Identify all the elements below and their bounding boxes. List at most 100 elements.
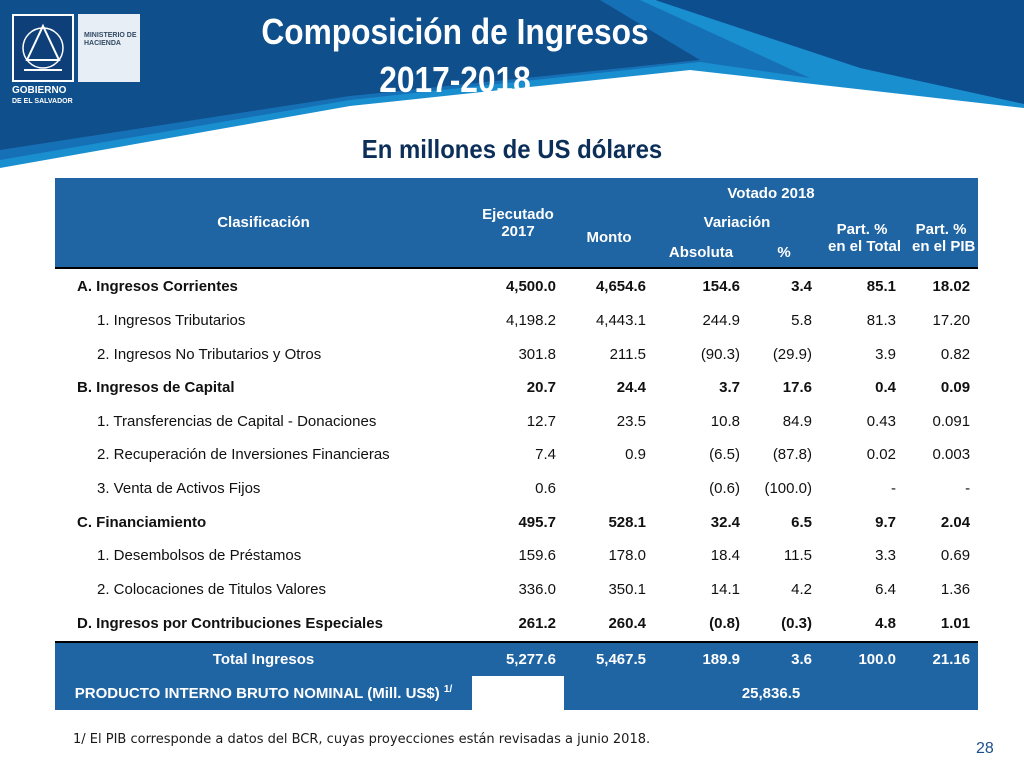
pib-row: PRODUCTO INTERNO BRUTO NOMINAL (Mill. US… (55, 676, 979, 710)
row-label: 3. Venta de Activos Fijos (97, 480, 261, 498)
total-pct: 3.6 (748, 642, 820, 676)
cell-monto: 528.1 (608, 513, 646, 531)
cell-absoluta: 32.4 (710, 513, 740, 531)
gobierno-label: GOBIERNO (12, 85, 67, 96)
cell-absoluta: (0.8) (654, 606, 748, 643)
row-label: 1. Desembolsos de Préstamos (97, 547, 302, 565)
total-ejecutado: 5,277.6 (472, 642, 564, 676)
cell-part-total: 0.43 (866, 412, 896, 430)
table-row: 2. Ingresos No Tributarios y Otros 301.8… (55, 337, 978, 371)
cell-monto: 350.1 (608, 580, 646, 598)
cell-ejecutado: 495.7 (518, 513, 556, 531)
header-ejecutado-year: 2017 (501, 222, 535, 240)
government-logo: MINISTERIO DE HACIENDA GOBIERNO DE EL SA… (12, 14, 142, 109)
el-salvador-label: DE EL SALVADOR (12, 98, 73, 105)
cell-ejecutado: 12.7 (526, 412, 556, 430)
header-pct: % (748, 237, 820, 268)
cell-monto: 260.4 (564, 606, 654, 643)
header-variacion: Variación (654, 208, 820, 237)
footnote: 1/ El PIB corresponde a datos del BCR, c… (73, 732, 651, 747)
cell-monto (564, 472, 654, 506)
header-part-total-line2: en el Total (828, 237, 902, 255)
header-votado: Votado 2018 (564, 178, 979, 208)
cell-pct: 84.9 (782, 412, 812, 430)
table-row: A. Ingresos Corrientes 4,500.0 4,654.6 1… (55, 267, 979, 304)
cell-part-total: 4.8 (820, 606, 904, 643)
cell-part-total: 81.3 (866, 311, 896, 329)
income-table: Clasificación Ejecutado 2017 Votado 2018… (55, 178, 979, 710)
row-label: 1. Transferencias de Capital - Donacione… (97, 412, 377, 430)
cell-monto: 178.0 (608, 547, 646, 565)
cell-pct: (29.9) (772, 345, 812, 363)
total-monto: 5,467.5 (564, 642, 654, 676)
cell-ejecutado: 7.4 (535, 446, 556, 464)
cell-absoluta: 244.9 (702, 311, 740, 329)
header-ejecutado-label: Ejecutado (482, 205, 554, 223)
ministerio-label: MINISTERIO DE HACIENDA (78, 14, 140, 82)
cell-absoluta: 154.6 (654, 267, 748, 304)
cell-ejecutado: 4,198.2 (505, 311, 556, 329)
cell-pct: (0.3) (748, 606, 820, 643)
cell-part-pib: 0.003 (932, 446, 971, 464)
row-label: 2. Ingresos No Tributarios y Otros (97, 345, 322, 363)
cell-part-total: 3.3 (875, 547, 896, 565)
cell-pct: 6.5 (791, 513, 812, 531)
pib-label: PRODUCTO INTERNO BRUTO NOMINAL (Mill. US… (74, 685, 440, 702)
cell-pct: 4.2 (791, 580, 812, 598)
cell-part-pib: 1.01 (904, 606, 979, 643)
table-row: B. Ingresos de Capital 20.7 24.4 3.7 17.… (55, 371, 978, 405)
row-label: A. Ingresos Corrientes (55, 267, 472, 304)
cell-part-pib: 17.20 (932, 311, 971, 329)
cell-absoluta: (0.6) (709, 480, 740, 498)
total-row: Total Ingresos 5,277.6 5,467.5 189.9 3.6… (55, 642, 979, 676)
cell-absoluta: (90.3) (700, 345, 740, 363)
row-label: C. Financiamiento (77, 513, 207, 531)
pib-label-cell: PRODUCTO INTERNO BRUTO NOMINAL (Mill. US… (55, 676, 472, 710)
page-number: 28 (976, 740, 994, 757)
title-line-2: 2017-2018 (379, 59, 531, 100)
cell-part-total: - (891, 480, 896, 498)
cell-part-total: 9.7 (875, 513, 896, 531)
header-banner (0, 0, 1024, 168)
table-row: 3. Venta de Activos Fijos 0.6 (0.6) (100… (55, 472, 978, 506)
cell-part-pib: - (965, 480, 971, 498)
cell-part-pib: 1.36 (940, 580, 971, 598)
header-clasificacion: Clasificación (55, 178, 472, 268)
total-part-total: 100.0 (820, 642, 904, 676)
table-row: C. Financiamiento 495.7 528.1 32.4 6.5 9… (55, 505, 978, 539)
row-label: D. Ingresos por Contribuciones Especiale… (55, 606, 472, 643)
header-absoluta: Absoluta (654, 237, 748, 268)
cell-absoluta: 3.7 (719, 379, 740, 397)
cell-ejecutado: 159.6 (518, 547, 556, 565)
cell-monto: 0.9 (625, 446, 646, 464)
page-subtitle: En millones de US dólares (361, 134, 663, 164)
cell-pct: (100.0) (764, 480, 812, 498)
header-part-total: Part. % en el Total (820, 208, 904, 268)
cell-ejecutado: 336.0 (518, 580, 556, 598)
coat-of-arms-icon (12, 14, 74, 82)
cell-part-total: 85.1 (820, 267, 904, 304)
header-part-total-line1: Part. % (836, 220, 888, 238)
header-part-pib-line1: Part. % (915, 220, 967, 238)
header-ejecutado: Ejecutado 2017 (472, 178, 564, 268)
cell-ejecutado: 4,500.0 (472, 267, 564, 304)
cell-ejecutado: 261.2 (472, 606, 564, 643)
cell-part-pib: 0.82 (940, 345, 971, 363)
cell-absoluta: 18.4 (710, 547, 740, 565)
cell-absoluta: 14.1 (710, 580, 740, 598)
total-part-pib: 21.16 (904, 642, 979, 676)
cell-part-pib: 0.69 (940, 547, 971, 565)
cell-monto: 4,654.6 (564, 267, 654, 304)
cell-part-pib: 0.091 (932, 412, 971, 430)
table-row: 2. Colocaciones de Titulos Valores 336.0… (55, 573, 978, 607)
cell-part-total: 0.4 (875, 379, 896, 397)
cell-part-pib: 0.09 (940, 379, 971, 397)
cell-monto: 4,443.1 (595, 311, 646, 329)
table-row: 1. Desembolsos de Préstamos 159.6 178.0 … (55, 539, 978, 573)
row-label: 1. Ingresos Tributarios (97, 311, 246, 329)
page-title: Composición de Ingresos 2017-2018 (231, 8, 680, 104)
cell-pct: 17.6 (782, 379, 812, 397)
cell-part-total: 6.4 (875, 580, 896, 598)
cell-part-pib: 2.04 (940, 513, 971, 531)
cell-absoluta: 10.8 (710, 412, 740, 430)
